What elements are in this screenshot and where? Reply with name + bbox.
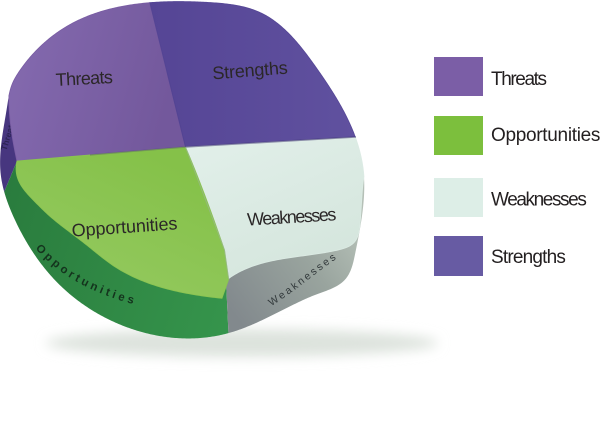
svg-text:Opportunities: Opportunities [491,125,600,146]
svg-text:Strengths: Strengths [491,247,565,268]
svg-text:Threats: Threats [491,69,547,90]
svg-text:Threats: Threats [55,67,113,90]
svg-text:Weaknesses: Weaknesses [491,190,586,211]
